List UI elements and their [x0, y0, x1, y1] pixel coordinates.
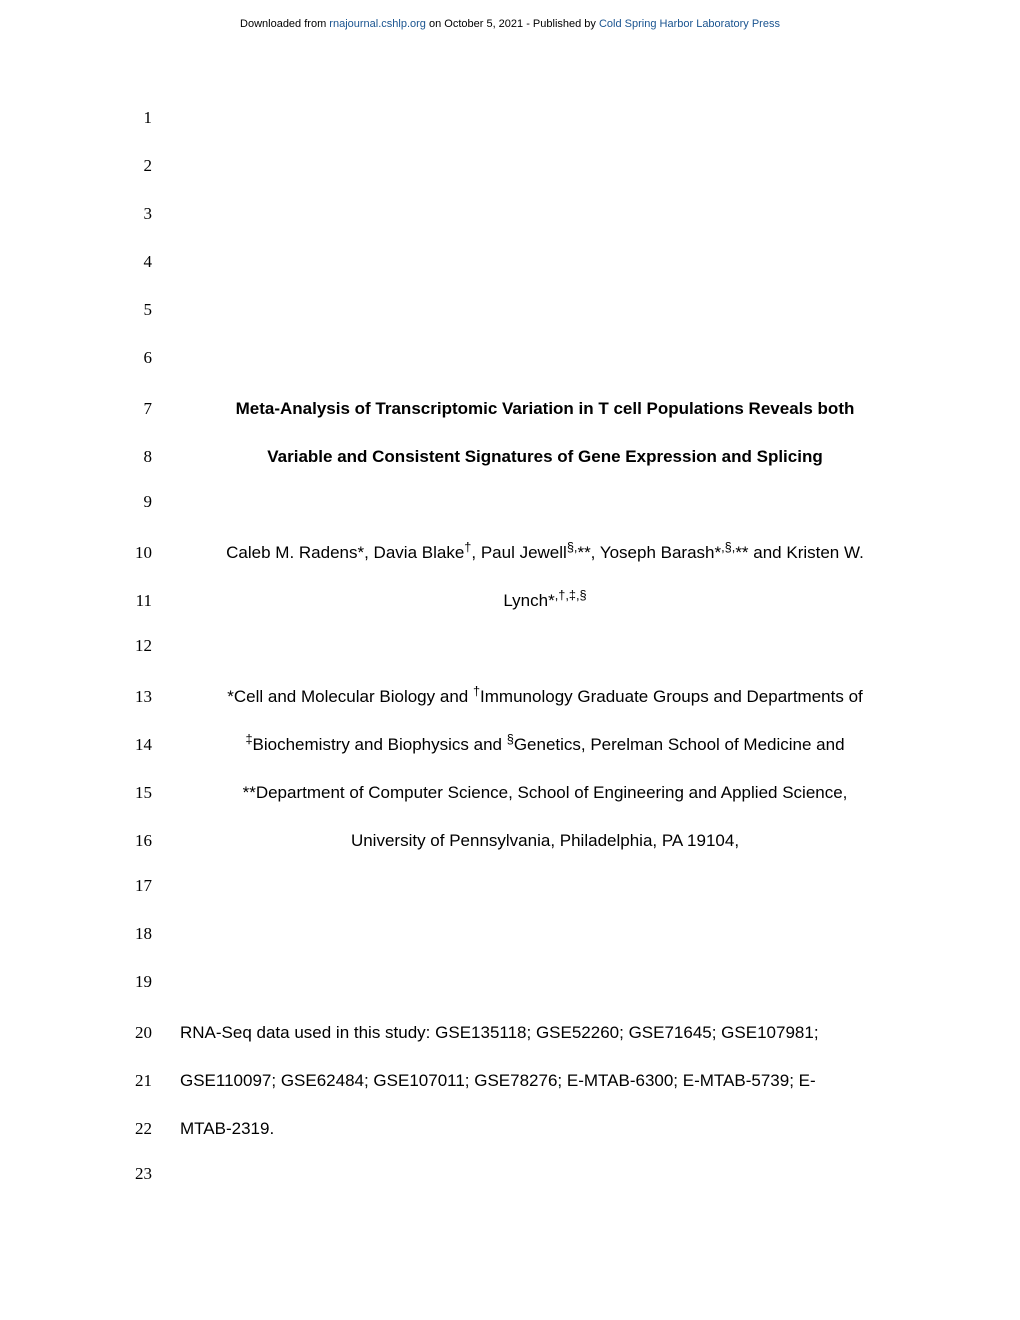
- line-number: 7: [110, 399, 152, 419]
- line-number: 14: [110, 735, 152, 755]
- line-text: ‡Biochemistry and Biophysics and §Geneti…: [152, 732, 910, 758]
- line-number: 16: [110, 831, 152, 851]
- line-number: 8: [110, 447, 152, 467]
- line-text: Meta-Analysis of Transcriptomic Variatio…: [152, 396, 910, 422]
- manuscript-line: 20RNA-Seq data used in this study: GSE13…: [110, 1020, 910, 1060]
- manuscript-line: 11Lynch*,†,‡,§: [110, 588, 910, 628]
- download-header: Downloaded from rnajournal.cshlp.org on …: [0, 0, 1020, 38]
- manuscript-line: 2: [110, 156, 910, 196]
- manuscript-line: 14‡Biochemistry and Biophysics and §Gene…: [110, 732, 910, 772]
- line-number: 11: [110, 591, 152, 611]
- manuscript-line: 19: [110, 972, 910, 1012]
- manuscript-body: 1234567Meta-Analysis of Transcriptomic V…: [0, 38, 1020, 1204]
- line-number: 20: [110, 1023, 152, 1043]
- line-text: RNA-Seq data used in this study: GSE1351…: [152, 1020, 910, 1046]
- manuscript-line: 6: [110, 348, 910, 388]
- line-number: 9: [110, 492, 152, 512]
- manuscript-line: 10Caleb M. Radens*, Davia Blake†, Paul J…: [110, 540, 910, 580]
- line-number: 15: [110, 783, 152, 803]
- manuscript-line: 18: [110, 924, 910, 964]
- line-text: Variable and Consistent Signatures of Ge…: [152, 444, 910, 470]
- header-prefix: Downloaded from: [240, 18, 329, 30]
- line-text: **Department of Computer Science, School…: [152, 780, 910, 806]
- line-number: 2: [110, 156, 152, 176]
- manuscript-line: 12: [110, 636, 910, 676]
- manuscript-line: 3: [110, 204, 910, 244]
- manuscript-line: 22MTAB-2319.: [110, 1116, 910, 1156]
- line-text: University of Pennsylvania, Philadelphia…: [152, 828, 910, 854]
- line-number: 17: [110, 876, 152, 896]
- line-number: 4: [110, 252, 152, 272]
- line-number: 12: [110, 636, 152, 656]
- manuscript-line: 5: [110, 300, 910, 340]
- header-link-publisher[interactable]: Cold Spring Harbor Laboratory Press: [599, 18, 780, 30]
- header-link-journal[interactable]: rnajournal.cshlp.org: [329, 18, 426, 30]
- line-number: 23: [110, 1164, 152, 1184]
- line-number: 13: [110, 687, 152, 707]
- manuscript-line: 8Variable and Consistent Signatures of G…: [110, 444, 910, 484]
- header-middle: on October 5, 2021 - Published by: [426, 18, 599, 30]
- line-text: Caleb M. Radens*, Davia Blake†, Paul Jew…: [152, 540, 910, 566]
- line-text: *Cell and Molecular Biology and †Immunol…: [152, 684, 910, 710]
- manuscript-line: 13*Cell and Molecular Biology and †Immun…: [110, 684, 910, 724]
- line-number: 22: [110, 1119, 152, 1139]
- line-number: 10: [110, 543, 152, 563]
- manuscript-line: 4: [110, 252, 910, 292]
- line-number: 18: [110, 924, 152, 944]
- manuscript-line: 17: [110, 876, 910, 916]
- line-text: GSE110097; GSE62484; GSE107011; GSE78276…: [152, 1068, 910, 1094]
- manuscript-line: 16University of Pennsylvania, Philadelph…: [110, 828, 910, 868]
- line-text: Lynch*,†,‡,§: [152, 588, 910, 614]
- manuscript-line: 15**Department of Computer Science, Scho…: [110, 780, 910, 820]
- manuscript-line: 21GSE110097; GSE62484; GSE107011; GSE782…: [110, 1068, 910, 1108]
- manuscript-line: 23: [110, 1164, 910, 1204]
- manuscript-line: 9: [110, 492, 910, 532]
- line-number: 1: [110, 108, 152, 128]
- line-number: 3: [110, 204, 152, 224]
- manuscript-line: 7Meta-Analysis of Transcriptomic Variati…: [110, 396, 910, 436]
- manuscript-line: 1: [110, 108, 910, 148]
- line-number: 21: [110, 1071, 152, 1091]
- line-number: 5: [110, 300, 152, 320]
- line-number: 19: [110, 972, 152, 992]
- line-number: 6: [110, 348, 152, 368]
- line-text: MTAB-2319.: [152, 1116, 910, 1142]
